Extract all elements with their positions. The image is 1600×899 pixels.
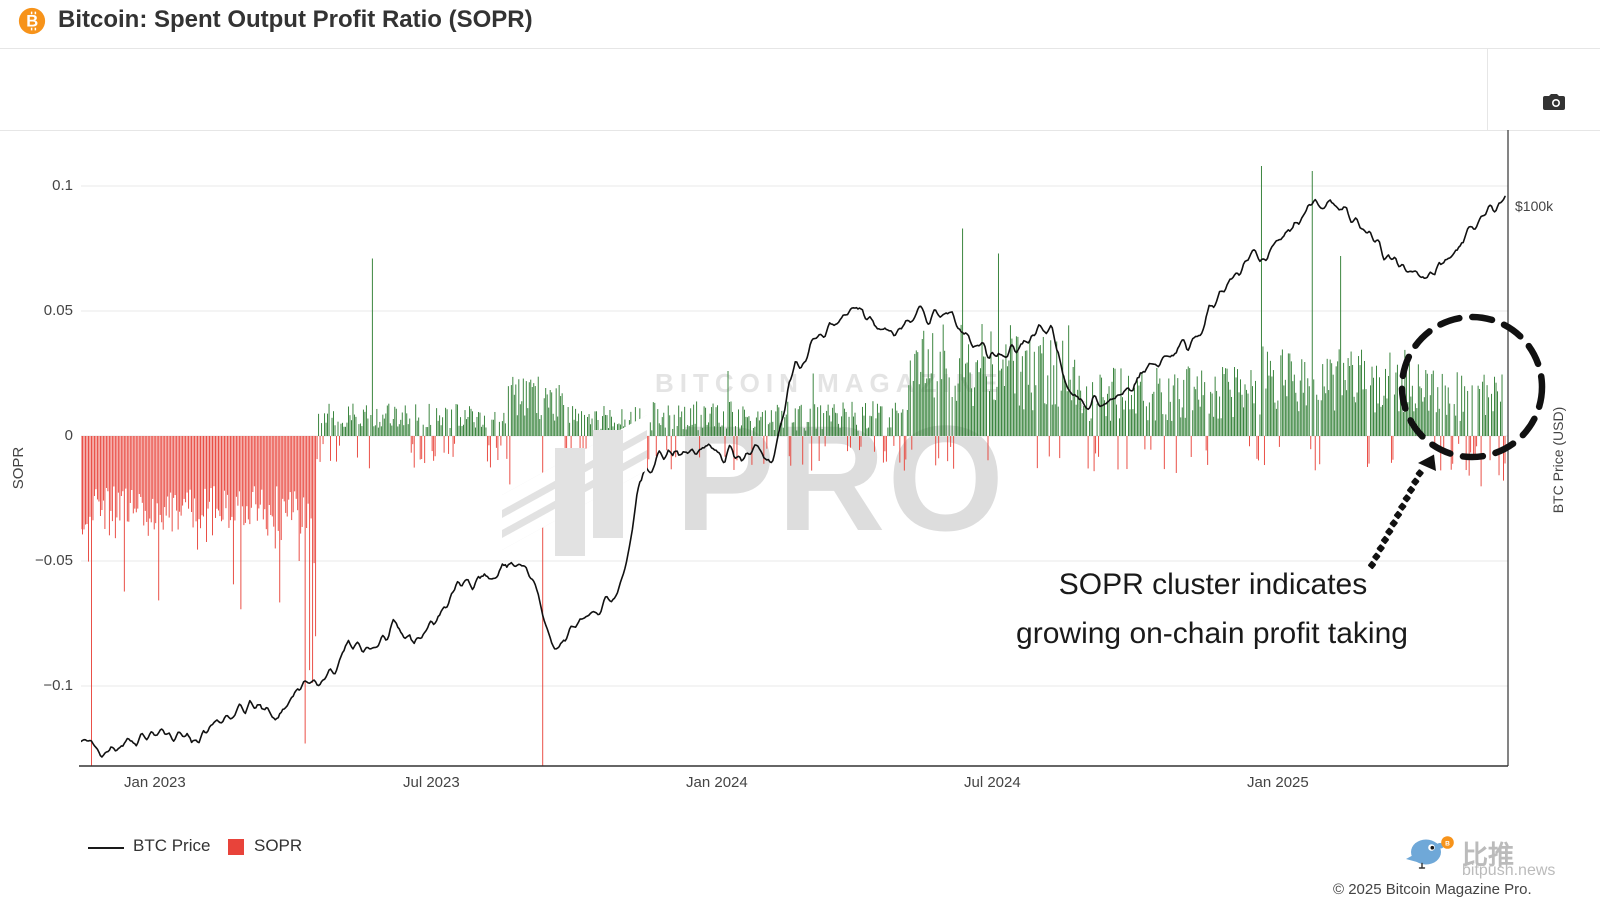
svg-text:B: B: [1445, 840, 1450, 847]
